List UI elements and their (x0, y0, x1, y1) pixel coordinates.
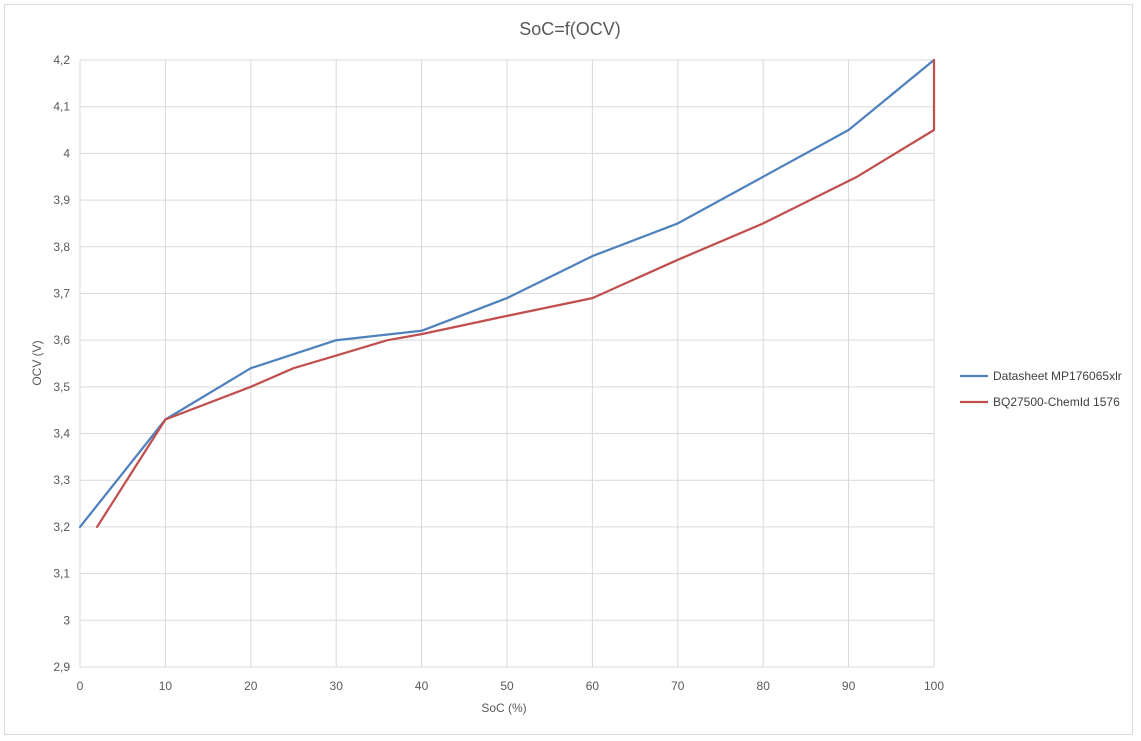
y-tick-label: 3,2 (53, 520, 70, 534)
x-tick-label: 90 (842, 679, 856, 693)
chart-title: SoC=f(OCV) (519, 19, 621, 39)
x-tick-label: 30 (330, 679, 344, 693)
y-tick-label: 3,1 (53, 567, 70, 581)
x-tick-label: 100 (924, 679, 944, 693)
y-tick-label: 3,4 (53, 427, 70, 441)
x-tick-label: 10 (159, 679, 173, 693)
y-tick-label: 4 (63, 146, 70, 160)
x-axis-title: SoC (%) (481, 701, 526, 715)
x-axis-ticks: 0 10 20 30 40 50 60 70 80 90 100 (77, 679, 945, 693)
x-tick-label: 70 (671, 679, 685, 693)
x-tick-label: 40 (415, 679, 429, 693)
legend-label-2: BQ27500-ChemId 1576 (993, 395, 1120, 409)
y-tick-label: 3,6 (53, 333, 70, 347)
y-tick-label: 3,9 (53, 193, 70, 207)
series-line-2 (95, 58, 936, 529)
gridlines (79, 59, 935, 668)
legend-label-1: Datasheet MP176065xlr (993, 369, 1122, 383)
y-tick-label: 3,3 (53, 473, 70, 487)
chart-area (4, 4, 1133, 735)
x-tick-label: 50 (500, 679, 514, 693)
y-tick-label: 3,7 (53, 286, 70, 300)
x-tick-label: 80 (757, 679, 771, 693)
series-layer (78, 58, 936, 529)
y-tick-label: 3,5 (53, 380, 70, 394)
x-tick-label: 0 (77, 679, 84, 693)
y-tick-label: 4,1 (53, 100, 70, 114)
y-axis-ticks: 2,9 3 3,1 3,2 3,3 3,4 3,5 3,6 3,7 3,8 3,9 4 4,1 4,2 (53, 53, 70, 674)
y-tick-label: 4,2 (53, 53, 70, 67)
series-line-1 (78, 58, 936, 529)
y-tick-label: 2,9 (53, 660, 70, 674)
y-axis-title: OCV (V) (30, 340, 44, 385)
x-tick-label: 60 (586, 679, 600, 693)
legend: Datasheet MP176065xlr BQ27500-ChemId 1576 (960, 369, 1122, 409)
x-tick-label: 20 (244, 679, 258, 693)
y-tick-label: 3 (63, 613, 70, 627)
y-tick-label: 3,8 (53, 240, 70, 254)
